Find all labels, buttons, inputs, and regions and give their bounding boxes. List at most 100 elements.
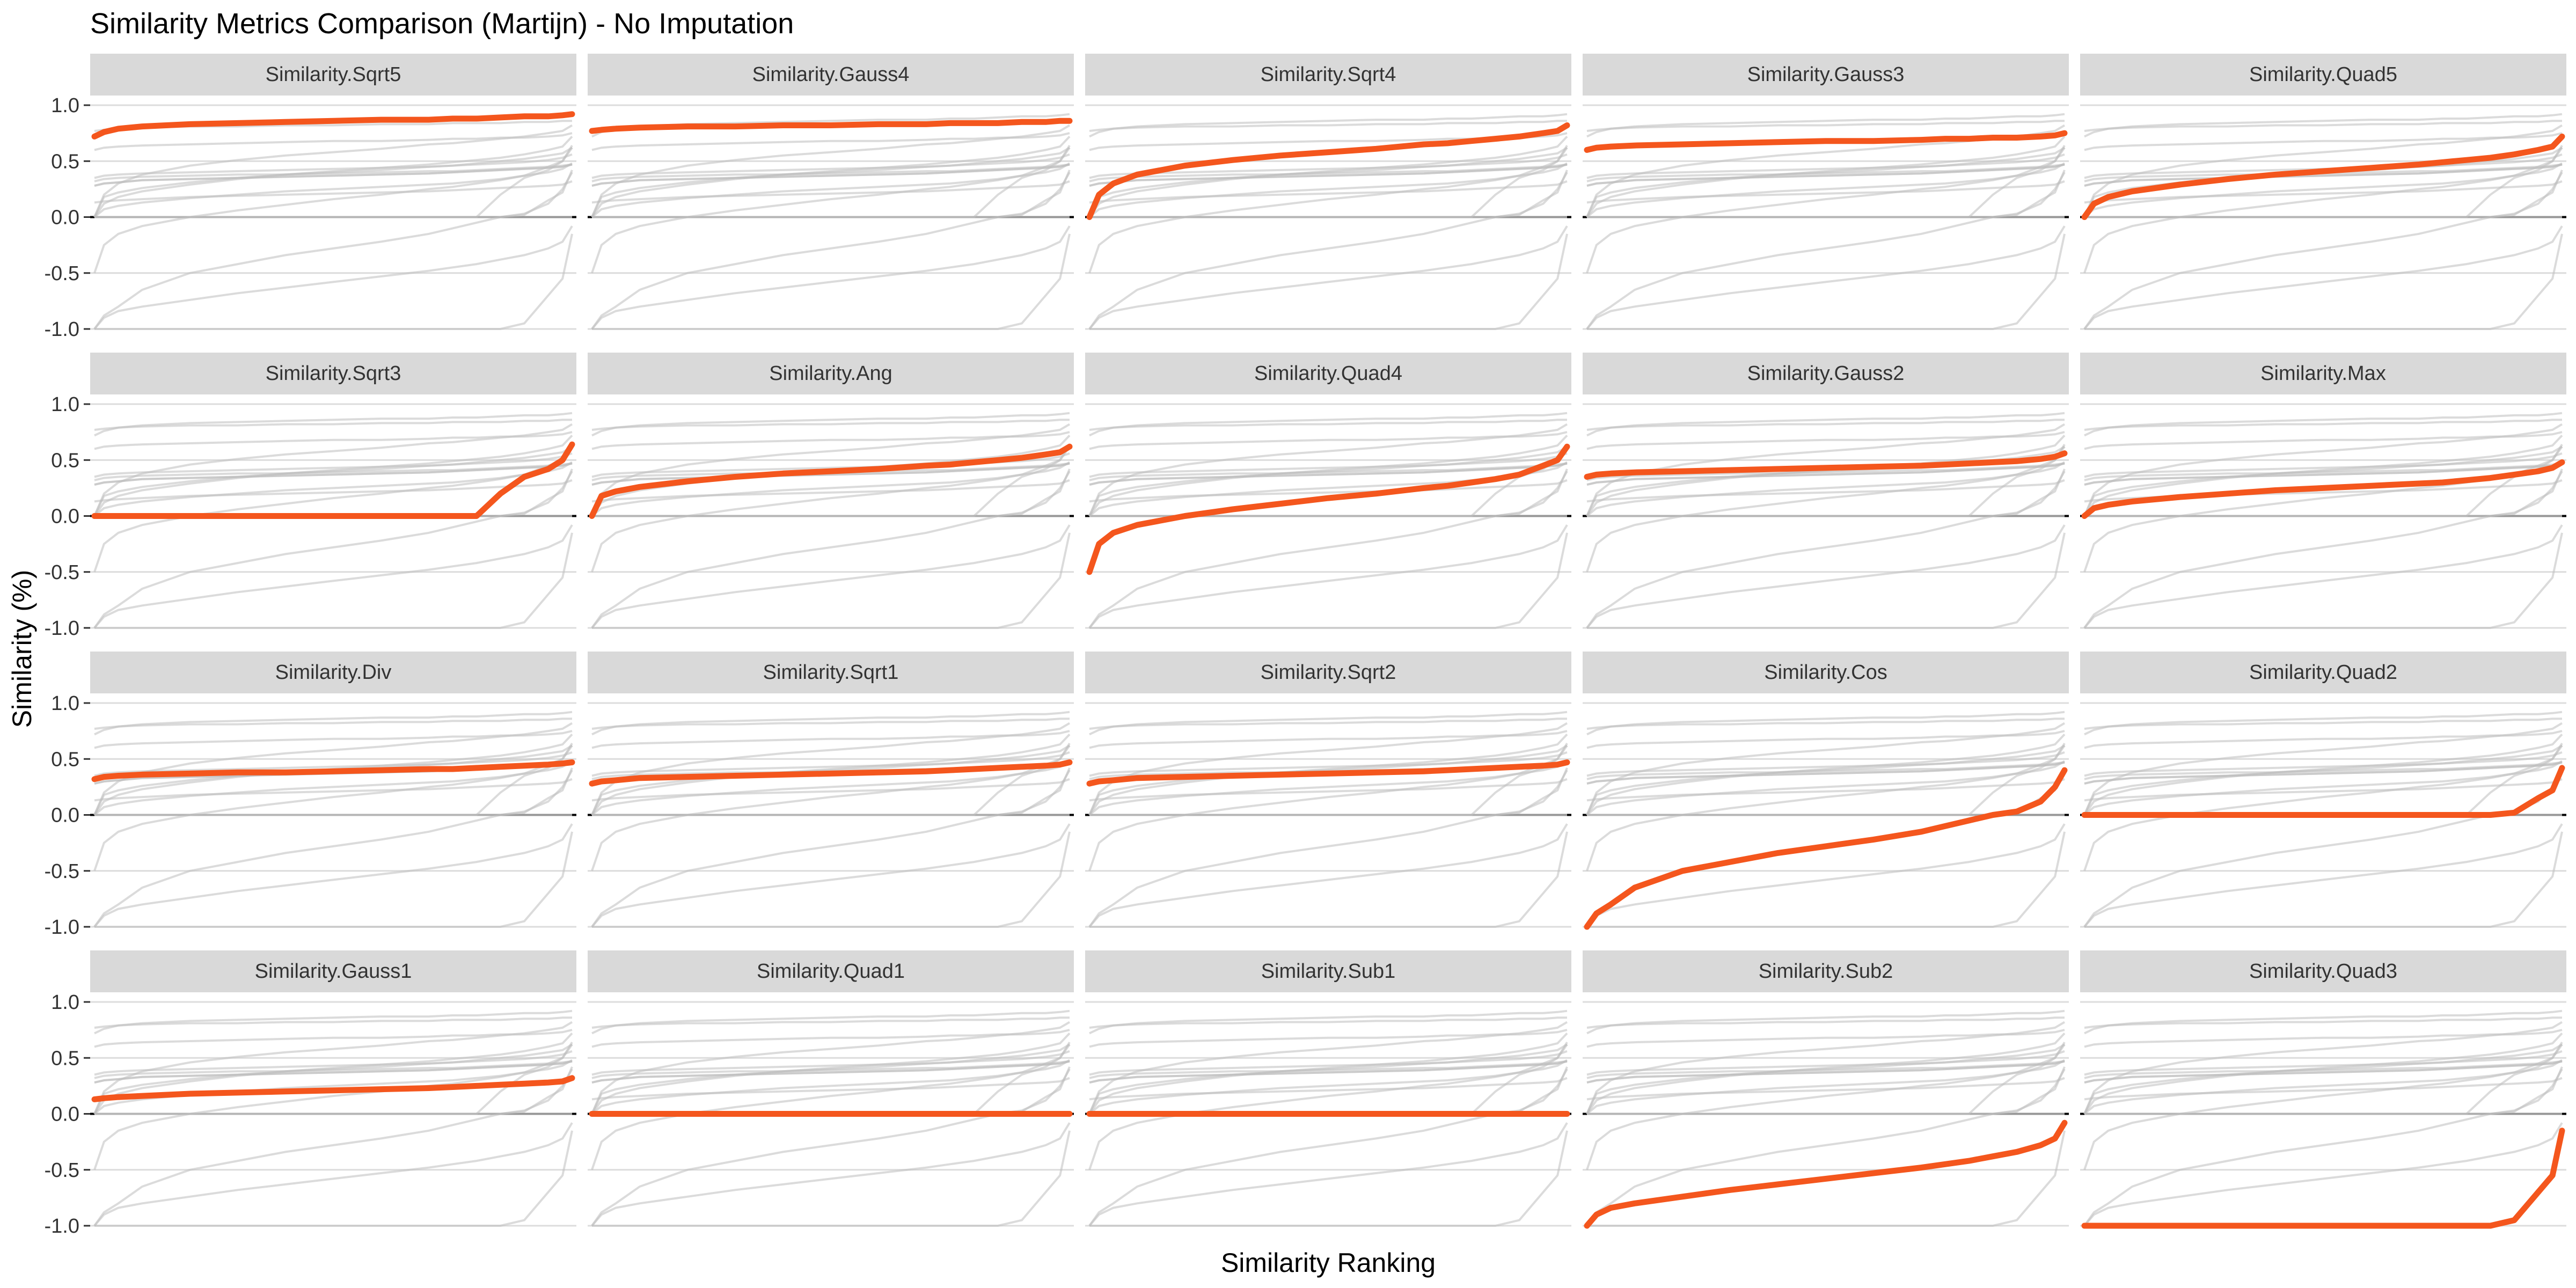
facet-panel: Similarity.Quad3	[2080, 950, 2566, 1229]
background-series-line	[1089, 145, 1568, 218]
background-series-line	[1586, 760, 2066, 816]
background-series-line	[1089, 431, 1568, 450]
background-series-line	[1587, 145, 2066, 218]
background-series-line	[591, 147, 1071, 218]
background-series-line	[1586, 462, 2065, 481]
facet-panel: Similarity.Sub1	[1085, 950, 1571, 1227]
facet-label: Similarity.Max	[2260, 362, 2386, 385]
facet-label: Similarity.Div	[275, 661, 392, 684]
facet-label: Similarity.Sqrt2	[1261, 661, 1396, 684]
background-series-line	[94, 532, 573, 629]
background-series-line	[2084, 132, 2563, 151]
highlight-series-line	[589, 443, 1073, 519]
facet-panel: Similarity.Cos	[1583, 652, 2069, 930]
background-series-line	[2084, 1016, 2562, 1029]
background-series-line	[591, 1059, 1071, 1115]
facet-panel: Similarity.Sqrt1	[588, 652, 1074, 928]
highlight-series-line	[1584, 1119, 2068, 1229]
y-tick-label: 0.5	[51, 449, 79, 472]
highlight-series-line	[91, 111, 575, 140]
background-series-line	[2083, 147, 2563, 274]
background-series-line	[1089, 452, 1568, 478]
background-series-line	[1586, 1044, 2066, 1170]
y-tick-label: -1.0	[45, 617, 79, 640]
highlight-series-line	[1086, 122, 1570, 220]
background-series-line	[93, 1059, 573, 1115]
background-series-line	[1586, 162, 2066, 218]
background-series-line	[1089, 1042, 1568, 1115]
background-series-line	[591, 479, 1070, 503]
background-series-line	[1586, 1059, 2066, 1115]
background-series-line	[591, 147, 1071, 274]
background-series-line	[94, 145, 573, 218]
background-series-line	[1586, 180, 2065, 204]
background-series-line	[591, 225, 1071, 330]
background-series-line	[1088, 225, 1568, 330]
background-series-line	[94, 233, 573, 330]
highlight-series-line	[1584, 130, 2068, 153]
facet-strip	[1085, 950, 1571, 992]
background-series-line	[2084, 743, 2563, 816]
background-series-line	[2084, 479, 2563, 503]
y-tick-label: -1.0	[45, 916, 79, 939]
background-series-line	[1089, 1029, 1568, 1048]
background-series-line	[591, 163, 1070, 182]
background-series-line	[2083, 760, 2563, 816]
highlight-series-line	[91, 1075, 575, 1102]
background-series-line	[1586, 1029, 2065, 1048]
background-series-line	[591, 1016, 1070, 1029]
facet-strip	[1583, 652, 2069, 693]
background-series-line	[1586, 1060, 2065, 1084]
facet-strip	[90, 652, 576, 693]
background-series-line	[2084, 452, 2563, 478]
background-series-line	[2084, 778, 2563, 802]
background-series-line	[94, 831, 573, 928]
facet-label: Similarity.Gauss1	[255, 960, 412, 983]
background-series-line	[1586, 120, 2065, 132]
background-series-line	[2084, 419, 2562, 431]
background-series-line	[93, 745, 573, 872]
background-series-line	[2083, 446, 2563, 573]
background-series-line	[2084, 761, 2563, 785]
facet-label: Similarity.Sqrt4	[1261, 63, 1396, 86]
background-series-line	[1587, 1042, 2066, 1115]
y-tick-label: 0.0	[51, 207, 79, 229]
background-series-line	[1586, 431, 2065, 450]
background-series-line	[1586, 1060, 2065, 1079]
background-series-line	[94, 778, 573, 802]
y-tick-label: 1.0	[51, 393, 79, 416]
background-series-line	[2084, 462, 2563, 481]
facet-strip	[1583, 950, 2069, 992]
facet-panel: Similarity.Gauss4	[588, 54, 1074, 330]
background-series-line	[93, 1043, 573, 1115]
background-series-line	[94, 153, 573, 179]
background-series-line	[1088, 1043, 1568, 1115]
highlight-series-line	[2081, 133, 2565, 220]
background-series-line	[1586, 147, 2066, 218]
y-tick-label: -0.5	[45, 262, 79, 285]
background-series-line	[1088, 823, 1568, 928]
background-series-line	[1088, 744, 1568, 816]
background-series-line	[2084, 831, 2563, 928]
background-series-line	[2084, 462, 2563, 486]
background-series-line	[591, 461, 1071, 517]
background-series-line	[1089, 1060, 1568, 1079]
facet-panel: Similarity.Quad2	[2080, 652, 2566, 928]
background-series-line	[1587, 831, 2066, 928]
facet-strip	[2080, 54, 2566, 96]
background-series-line	[94, 462, 573, 486]
background-series-line	[2084, 730, 2563, 749]
background-series-line	[591, 745, 1071, 872]
highlight-series-line	[2081, 1128, 2565, 1229]
background-series-line	[94, 479, 573, 503]
y-tick-label: 0.0	[51, 1103, 79, 1126]
facet-panel: Similarity.Ang	[588, 353, 1074, 629]
facet-strip	[1085, 54, 1571, 96]
background-series-line	[94, 452, 573, 478]
background-series-line	[1088, 147, 1568, 274]
background-series-line	[1586, 462, 2065, 486]
y-tick-label: 0.5	[51, 748, 79, 771]
background-series-line	[2084, 1060, 2563, 1079]
highlight-series-line	[91, 441, 575, 519]
background-series-line	[94, 180, 573, 204]
